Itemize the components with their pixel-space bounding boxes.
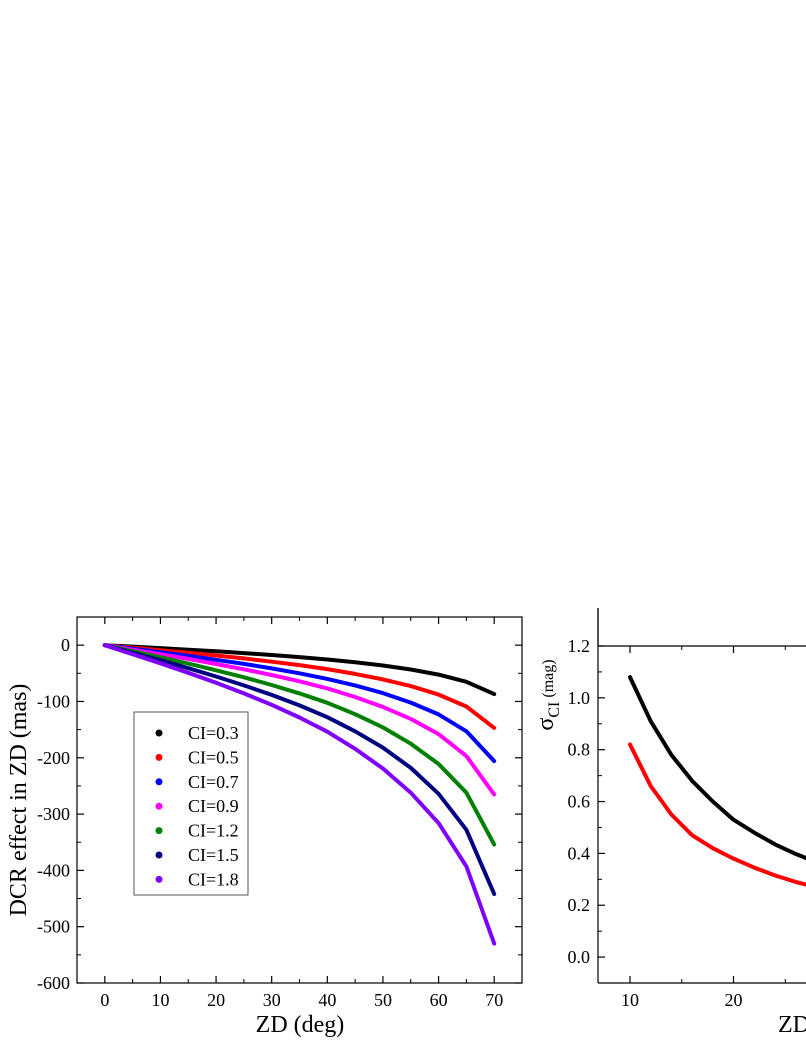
dcr-x-tick-label: 60 (430, 990, 448, 1010)
dcr-legend-label: CI=1.2 (188, 821, 239, 841)
dcr-x-axis-label: ZD (deg) (256, 1012, 345, 1038)
dcr-y-tick-label: 0 (61, 635, 70, 655)
dcr-x-tick-label: 70 (485, 990, 503, 1010)
dcr-series-line (102, 643, 497, 730)
sigma-y-tick-label: 0.8 (568, 740, 591, 760)
dcr-y-tick-label: -100 (37, 691, 70, 711)
sigma-y-tick-label: 1.2 (568, 636, 591, 656)
sigma-y-axis-label: σCI (mag) (533, 659, 563, 730)
dcr-series-line (102, 643, 497, 847)
dcr-series-line (102, 643, 497, 797)
dcr-legend: CI=0.3 CI=0.5 CI=0.7 CI=0.9 CI=1.2 CI=1.5 CI=1… (133, 711, 249, 896)
dcr-legend-label: CI=1.8 (188, 869, 239, 889)
dcr-legend-marker (155, 753, 163, 761)
dcr-legend-marker (155, 827, 163, 835)
dcr-x-tick-label: 20 (207, 990, 225, 1010)
dcr-y-axis-label: DCR effect in ZD (mas) (6, 684, 32, 917)
dcr-x-tick-label: 30 (263, 990, 281, 1010)
dcr-series-line (102, 643, 497, 697)
sigma-y-tick-label: 0.6 (568, 792, 591, 812)
dcr-x-tick-label: 40 (318, 990, 336, 1010)
dcr-y-tick-label: -300 (37, 804, 70, 824)
dcr-series-line (102, 643, 497, 764)
dcr-x-tick-label: 50 (374, 990, 392, 1010)
dcr-legend-marker (155, 875, 163, 883)
dcr-series-line (102, 643, 497, 896)
sigma-y-label-unit: (mag) (540, 659, 557, 697)
dcr-legend-label: CI=0.7 (188, 772, 239, 792)
sigma-y-label-main: σ (533, 718, 559, 731)
dcr-legend-marker (155, 851, 163, 859)
dcr-series-line (102, 643, 497, 946)
dcr-y-tick-label: -200 (37, 748, 70, 768)
dcr-y-tick-label: -400 (37, 860, 70, 880)
dcr-x-tick-label: 10 (151, 990, 169, 1010)
dcr-legend-label: CI=0.5 (188, 747, 239, 767)
dcr-legend-marker (155, 778, 163, 786)
dcr-legend-marker (155, 802, 163, 810)
sigma-y-tick-label: 0.0 (568, 947, 591, 967)
sigma-y-label-sub: CI (546, 702, 563, 718)
sigma-y-tick-label: 0.4 (568, 843, 591, 863)
dcr-chart: 0 10 20 30 40 50 60 70 0 -100 -200 -300 -400 -500 -60… (6, 616, 523, 1038)
dcr-y-tick-label: -500 (37, 917, 70, 937)
sigma-x-tick-label: 10 (621, 990, 639, 1010)
dcr-legend-label: CI=0.3 (188, 723, 239, 743)
sigma-x-axis-label: ZD (778, 1012, 806, 1038)
dcr-x-tick-label: 0 (100, 990, 109, 1010)
dcr-y-tick-label: -600 (37, 973, 70, 993)
dcr-legend-frame (133, 711, 249, 896)
sigma-series-line (628, 675, 806, 861)
dcr-legend-label: CI=1.5 (188, 845, 239, 865)
sigma-x-tick-label: 20 (725, 990, 743, 1010)
sigma-y-tick-label: 1.0 (568, 688, 591, 708)
sigma-y-tick-label: 0.2 (568, 895, 591, 915)
sigma-series-line (628, 742, 806, 887)
dcr-legend-label: CI=0.9 (188, 796, 239, 816)
dcr-legend-marker (155, 729, 163, 737)
